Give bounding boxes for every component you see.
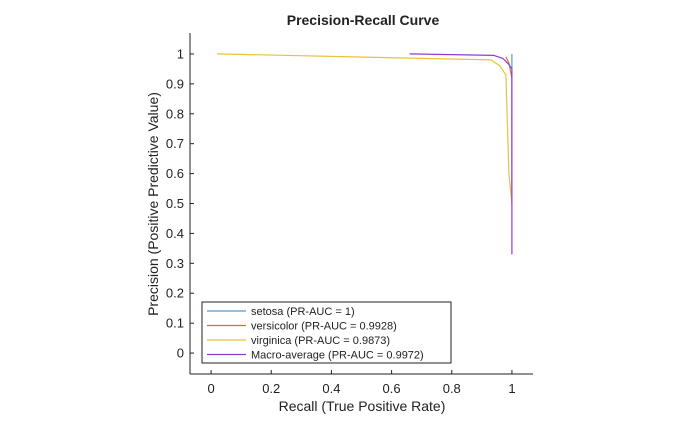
x-tick-label: 0.6 — [383, 381, 401, 396]
legend-entry: setosa (PR-AUC = 1) — [251, 306, 355, 318]
legend: setosa (PR-AUC = 1) versicolor (PR-AUC = … — [201, 301, 452, 364]
y-tick-label: 0.4 — [166, 226, 184, 241]
legend-entry: versicolor (PR-AUC = 0.9928) — [251, 321, 397, 333]
series-line-1 — [505, 56, 513, 204]
series-line-3 — [409, 53, 513, 255]
x-tick-label: 0.8 — [443, 381, 461, 396]
y-tick-label: 0.7 — [166, 136, 184, 151]
x-tick-label: 0.4 — [322, 381, 340, 396]
legend-entry: Macro-average (PR-AUC = 0.9972) — [251, 350, 424, 362]
series-lines — [217, 53, 513, 255]
legend-entry: virginica (PR-AUC = 0.9873) — [251, 335, 390, 347]
series-line-2 — [217, 53, 513, 204]
y-tick-label: 0.2 — [166, 286, 184, 301]
y-tick-label: 0.3 — [166, 256, 184, 271]
chart-title: Precision-Recall Curve — [287, 12, 440, 28]
x-axis-label: Recall (True Positive Rate) — [279, 398, 446, 414]
ticks: 0 0.2 0.4 0.6 0.8 1 0 0.1 0.2 0.3 0.4 0.5 0.6 0.7 0.8 0… — [166, 46, 516, 396]
y-tick-label: 0.5 — [166, 196, 184, 211]
y-tick-label: 0.9 — [166, 76, 184, 91]
y-tick-label: 0.8 — [166, 106, 184, 121]
y-tick-label: 0.6 — [166, 166, 184, 181]
x-tick-label: 1 — [508, 381, 515, 396]
x-tick-label: 0 — [207, 381, 214, 396]
x-tick-label: 0.2 — [262, 381, 280, 396]
y-tick-label: 0 — [177, 346, 184, 361]
y-axis-label: Precision (Positive Predictive Value) — [145, 92, 161, 316]
legend-box — [201, 301, 452, 364]
y-tick-label: 1 — [177, 46, 184, 61]
y-tick-label: 0.1 — [166, 316, 184, 331]
